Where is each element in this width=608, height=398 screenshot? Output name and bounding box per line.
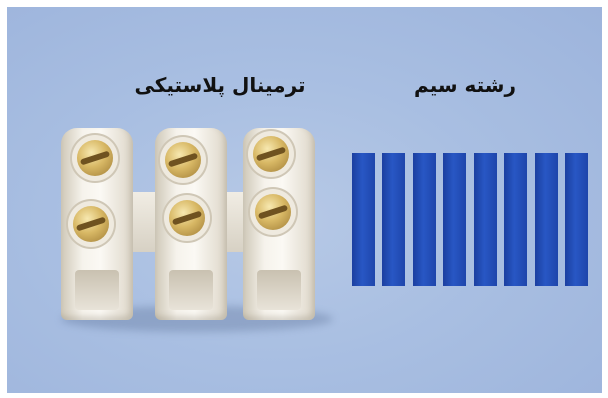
screw-icon xyxy=(169,200,205,236)
wire-strand xyxy=(565,153,588,286)
wire-slot xyxy=(169,270,213,310)
wire-strands xyxy=(352,153,588,286)
wire-strand xyxy=(352,153,375,286)
screw-icon xyxy=(73,206,109,242)
plastic-terminal-block xyxy=(55,120,333,332)
wire-strand xyxy=(382,153,406,286)
screw-icon xyxy=(253,136,289,172)
wire-strand xyxy=(504,153,528,286)
screw-icon xyxy=(77,140,113,176)
wire-strand xyxy=(473,153,497,286)
screw-icon xyxy=(165,142,201,178)
wire-strand xyxy=(443,153,467,286)
wire-label: رشته سیم xyxy=(414,73,516,97)
screw-icon xyxy=(255,194,291,230)
wire-strand xyxy=(534,153,558,286)
terminal-label: ترمینال پلاستیکی xyxy=(134,73,306,97)
wire-strand xyxy=(412,153,436,286)
wire-slot xyxy=(75,270,119,310)
photo: ترمینال پلاستیکی رشته سیم xyxy=(7,7,602,393)
wire-slot xyxy=(257,270,301,310)
